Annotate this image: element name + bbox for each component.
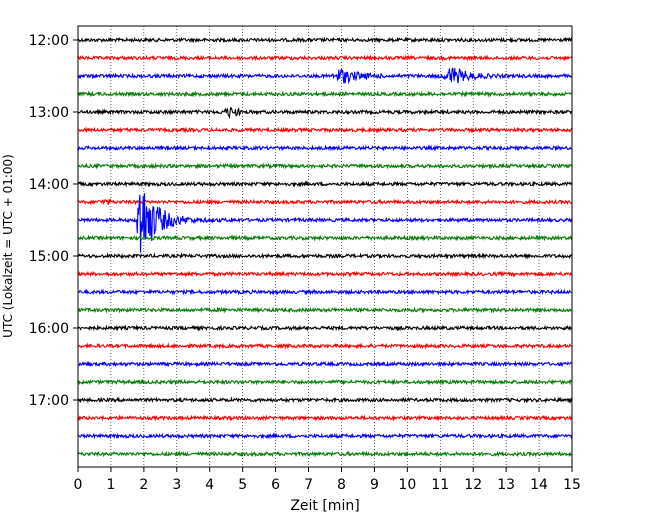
x-tick-label: 14 [530,477,548,493]
trace-1730 [77,432,573,440]
plot-frame [77,25,573,468]
x-tick-label: 2 [139,477,148,493]
trace-1745 [77,450,573,458]
x-tick-label: 0 [74,477,83,493]
trace-1215 [77,54,573,62]
y-tick-label: 15:00 [29,249,69,265]
trace-1645 [77,378,573,386]
trace-1530 [77,288,573,296]
y-axis-label: UTC (Lokalzeit = UTC + 01:00) [1,154,15,338]
y-tick-label: 13:00 [29,105,69,121]
trace-1430 [77,193,573,253]
x-tick-label: 4 [205,477,214,493]
y-tick-label: 17:00 [29,393,69,409]
trace-1630 [77,360,573,368]
trace-1600 [77,324,573,332]
x-axis-ticks: 0 1 2 3 4 5 6 7 8 9 10 11 12 13 14 15 [74,467,581,493]
trace-1715 [77,414,573,422]
trace-1245 [77,90,573,98]
trace-1545 [77,306,573,314]
x-tick-label: 10 [398,477,416,493]
x-tick-label: 11 [431,477,449,493]
trace-1500 [77,252,573,260]
x-tick-label: 12 [464,477,482,493]
y-tick-label: 12:00 [29,33,69,49]
x-axis-label: Zeit [min] [290,498,359,514]
trace-1300 [77,106,573,119]
x-tick-label: 13 [497,477,515,493]
y-axis-ticks: 12:00 13:00 14:00 15:00 16:00 17:00 [29,33,78,409]
x-tick-label: 8 [337,477,346,493]
x-tick-label: 7 [304,477,313,493]
x-tick-label: 15 [563,477,581,493]
trace-1330 [77,144,573,152]
x-tick-label: 6 [271,477,280,493]
trace-1230 [77,67,573,85]
trace-1445 [77,234,573,242]
y-tick-label: 16:00 [29,321,69,337]
x-tick-label: 3 [172,477,181,493]
y-tick-label: 14:00 [29,177,69,193]
trace-1400 [77,180,573,188]
trace-1515 [77,270,573,278]
trace-1615 [77,342,573,350]
x-tick-label: 9 [370,477,379,493]
trace-1200 [77,36,573,44]
seismogram-traces [77,36,573,458]
trace-1315 [77,126,573,134]
x-tick-label: 5 [238,477,247,493]
trace-1415 [77,197,573,206]
x-tick-label: 1 [106,477,115,493]
trace-1700 [77,396,573,404]
trace-1345 [77,162,573,170]
